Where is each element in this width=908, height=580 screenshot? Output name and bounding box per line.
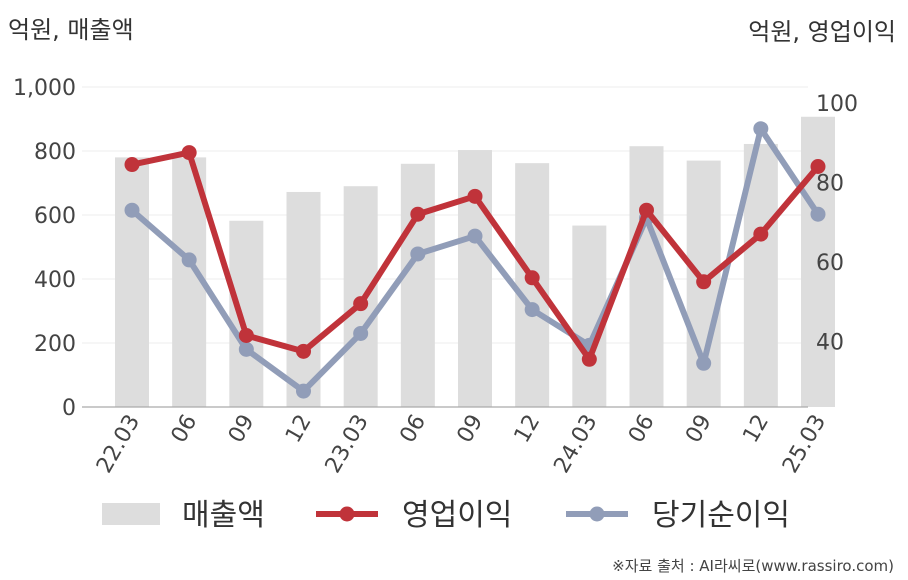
revenue-bars [115,116,835,408]
left-tick-label: 800 [34,140,76,165]
x-tick-label: 09 [453,411,489,448]
data-point [124,202,140,218]
data-point [238,327,254,343]
right-axis-ticks: 40 60 80 100 [816,92,858,356]
data-point [296,343,311,359]
data-point [467,188,483,204]
source-note: ※자료 출처 : AI라씨로(www.rassiro.com) [612,557,894,575]
left-axis-title: 억원, 매출액 [8,16,134,44]
data-point [524,302,540,318]
data-point [410,246,426,262]
data-point [810,159,826,175]
legend-label: 매출액 [182,498,265,533]
legend-swatch-marker [589,506,605,522]
x-tick-label: 06 [395,411,431,448]
data-point [410,206,426,222]
data-point [353,325,369,341]
bar-revenue [229,220,264,407]
data-point [696,355,712,371]
left-axis-ticks: 0 200 400 600 800 1,000 [13,76,76,421]
legend-swatch-revenue [102,503,160,525]
x-tick-label: 06 [167,411,203,448]
right-tick-label: 60 [816,251,844,276]
bar-revenue [629,146,664,407]
right-tick-label: 100 [816,92,858,117]
data-point [296,383,311,399]
legend-swatch-marker [339,506,355,522]
right-tick-label: 80 [816,171,844,196]
left-tick-label: 400 [34,268,76,293]
data-point [124,157,140,173]
x-tick-label: 25.03 [778,411,831,478]
right-axis-title: 억원, 영업이익 [748,18,896,46]
x-tick-label: 12 [510,411,546,448]
x-tick-label: 09 [681,411,717,448]
bar-revenue [115,157,149,407]
legend: 매출액 영업이익 당기순이익 [102,498,790,533]
data-point [810,206,826,222]
data-point [753,121,769,137]
x-axis-ticks: 22.03 06 09 12 23.03 06 09 12 24.03 06 09 12 25.03 [92,411,831,478]
x-tick-label: 23.03 [321,411,374,478]
data-point [181,145,197,161]
x-tick-label: 24.03 [549,411,602,478]
data-point [238,341,254,357]
legend-label: 영업이익 [402,498,512,533]
x-tick-label: 09 [224,411,260,448]
legend-label: 당기순이익 [652,498,790,533]
bar-revenue [458,150,492,408]
data-point [353,296,369,312]
x-tick-label: 22.03 [92,411,145,478]
data-point [639,202,654,218]
data-point [581,351,597,367]
bar-revenue [400,163,435,407]
profit-lines [124,121,826,399]
left-tick-label: 0 [62,396,76,421]
x-tick-label: 12 [281,411,317,448]
data-point [696,274,712,290]
data-point [467,228,483,244]
data-point [181,252,197,268]
bar-revenue [286,191,321,407]
right-tick-label: 40 [816,330,844,355]
x-tick-label: 06 [624,411,660,448]
x-tick-label: 12 [738,411,774,448]
data-point [524,270,540,286]
left-tick-label: 200 [34,332,76,357]
left-tick-label: 600 [34,204,76,229]
left-tick-label: 1,000 [13,76,76,101]
data-point [753,226,769,242]
